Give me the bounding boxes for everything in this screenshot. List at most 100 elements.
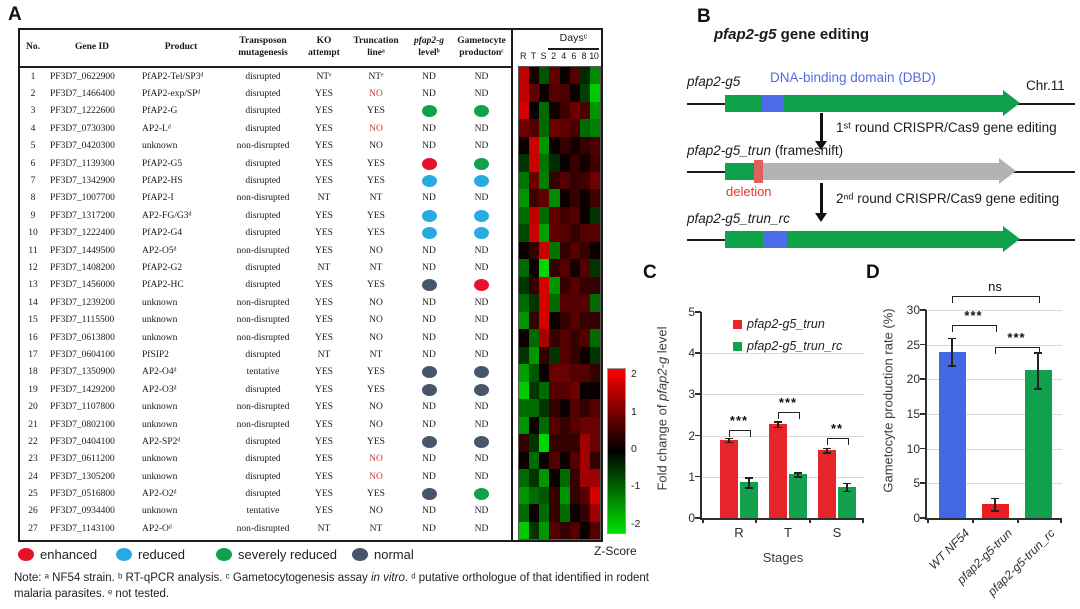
heatmap-cell	[559, 67, 570, 85]
heatmap-cell	[549, 154, 560, 172]
heatmap-cell	[539, 329, 550, 347]
heatmap-cell	[519, 206, 530, 225]
heatmap-cell	[589, 101, 600, 120]
gene-row2-gray-body	[763, 163, 999, 180]
y-tick-label: 3	[688, 387, 695, 402]
heatmap-cell	[559, 84, 570, 102]
heatmap-cell	[529, 346, 540, 365]
heatmap-cell	[569, 329, 580, 347]
legend-label: reduced	[138, 547, 185, 562]
x-tick-mark	[1017, 518, 1019, 523]
heatmap-cell	[569, 346, 580, 365]
heatmap-cell	[579, 434, 590, 452]
heatmap-cell	[519, 276, 530, 295]
heatmap-cell	[539, 154, 550, 172]
heatmap-cell	[529, 469, 540, 487]
heatmap-cell	[519, 346, 530, 365]
figure-note: Note: ᵃ NF54 strain. ᵇ RT-qPCR analysis.…	[14, 570, 662, 602]
heatmap-cell	[549, 451, 560, 470]
heatmap-cell	[569, 136, 580, 155]
gene-row2-arrow-head	[999, 158, 1016, 184]
significance-label: ns	[988, 279, 1002, 294]
table-row: 12 PF3D7_1408200 PfAP2-G2 disrupted NT NT ND ND	[28, 262, 489, 273]
heatmap-cell	[559, 241, 570, 260]
heatmap-cell	[539, 416, 550, 435]
heatmap-col-label: 10	[589, 51, 599, 61]
heatmap-cell	[519, 119, 530, 137]
heatmap-cell	[559, 346, 570, 365]
table-row: 16 PF3D7_0613800 unknown non-disrupted YES NO…	[28, 332, 489, 343]
heatmap-cell	[559, 276, 570, 295]
step2-text: 2ⁿᵈ round CRISPR/Cas9 gene editing	[836, 191, 1060, 206]
heatmap-cell	[559, 399, 570, 417]
heatmap-cell	[539, 346, 550, 365]
heatmap-cell	[529, 434, 540, 452]
legend-dot	[352, 548, 368, 561]
heatmap-cell	[539, 171, 550, 190]
step1-arrow-line	[820, 113, 823, 142]
y-tick-label: 4	[688, 346, 695, 361]
table-row: 24 PF3D7_1305200 unknown disrupted YES NO ND ND	[28, 471, 489, 482]
error-bar-cap	[1034, 352, 1042, 354]
heatmap-cell	[589, 486, 600, 505]
significance-label: ***	[964, 308, 983, 323]
heatmap-cell	[549, 67, 560, 85]
heatmap-cell	[589, 329, 600, 347]
heatmap-cell	[569, 276, 580, 295]
heatmap-cell	[539, 364, 550, 382]
x-tick-mark	[862, 518, 864, 523]
table-row: 8 PF3D7_1007700 PfAP2-I non-disrupted NT NT ND…	[30, 193, 489, 204]
heatmap-cell	[559, 224, 570, 242]
heatmap-cell	[529, 276, 540, 295]
heatmap-cell	[569, 101, 580, 120]
table-row: 21 PF3D7_0802100 unknown non-disrupted YES NO…	[28, 419, 489, 430]
y-tick-label: 5	[913, 476, 920, 491]
bar-pfap2-g5-trun_rc	[1024, 370, 1052, 518]
error-bar-cap	[745, 487, 753, 489]
table-row: 20 PF3D7_1107800 unknown non-disrupted YES NO…	[28, 402, 489, 413]
heatmap-cell	[589, 224, 600, 242]
heatmap-cell	[519, 329, 530, 347]
heatmap-cell	[579, 154, 590, 172]
colorbar-tick-label: 0	[631, 443, 637, 455]
y-tick-mark	[920, 517, 926, 519]
heatmap-cell	[589, 189, 600, 207]
heatmap-cell	[549, 171, 560, 190]
production-marker-normal	[474, 383, 489, 396]
heatmap-cell	[579, 504, 590, 522]
legend-label: enhanced	[40, 547, 98, 562]
heatmap-cell	[529, 364, 540, 382]
heatmap-cell	[579, 399, 590, 417]
heatmap-cell	[589, 504, 600, 522]
error-bar-cap	[725, 437, 733, 440]
table-row: 23 PF3D7_0611200 unknown disrupted YES NO ND ND	[28, 454, 489, 465]
gene-table-border	[18, 28, 603, 542]
heatmap-cell	[579, 224, 590, 242]
y-tick-label: 25	[906, 337, 920, 352]
heatmap-cell	[519, 486, 530, 505]
heatmap-cell	[549, 346, 560, 365]
heatmap-col-label: T	[530, 51, 537, 61]
step2-arrow-head	[815, 213, 827, 222]
gene-row2-green-stub	[725, 163, 755, 180]
colorbar-tick-label: -2	[631, 517, 641, 530]
y-tick-label: 0	[688, 511, 695, 525]
significance-bracket	[952, 296, 1040, 303]
production-marker-normal	[474, 435, 489, 448]
gridline	[927, 379, 1062, 381]
heatmap-cell	[579, 311, 590, 330]
panel-c-label: C	[643, 262, 657, 283]
heatmap-cell	[529, 486, 540, 505]
col-header-transposon: Transposon mutagenesis	[224, 30, 302, 68]
step1-arrow-head	[815, 141, 827, 150]
heatmap-cell	[569, 259, 580, 277]
heatmap-cell	[579, 206, 590, 225]
heatmap-cell	[569, 206, 580, 225]
colorbar-tick-label: 2	[631, 368, 637, 381]
bar-pfap2-g5_trun-R	[720, 439, 738, 518]
x-tick-mark	[809, 518, 811, 523]
heatmap-cell	[529, 241, 540, 260]
heatmap-cell	[519, 294, 530, 312]
x-tick-mark	[972, 518, 974, 523]
